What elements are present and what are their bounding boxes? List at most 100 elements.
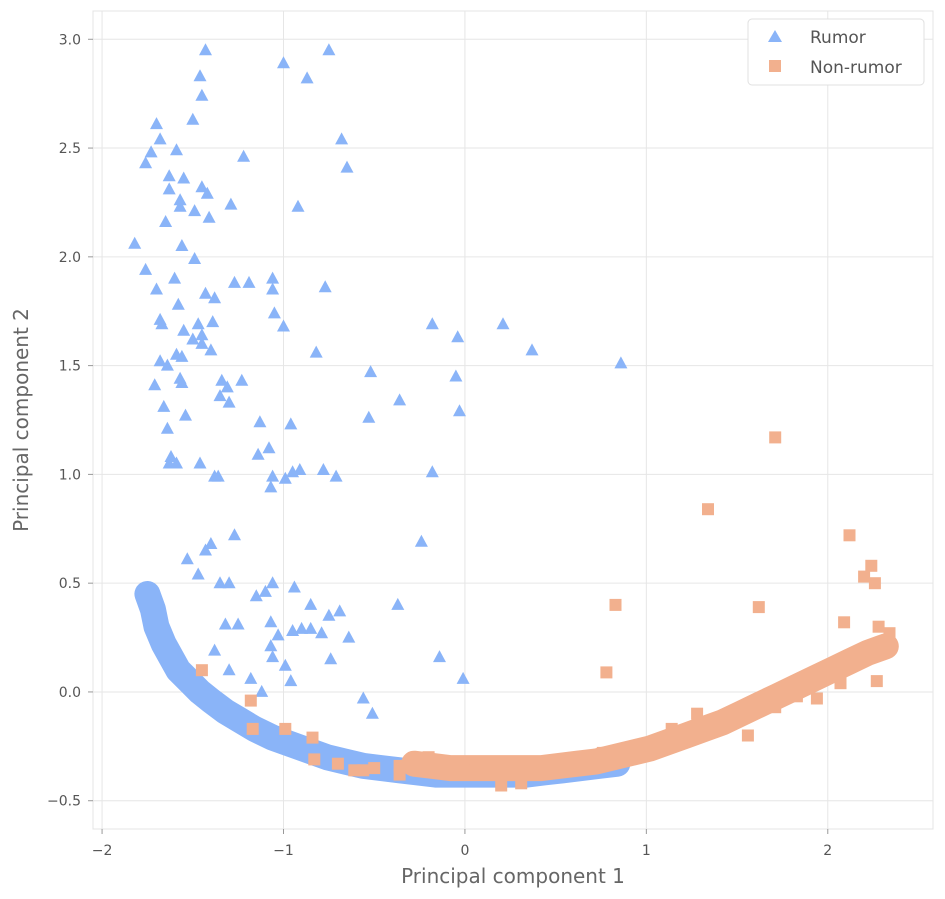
rumor-point	[456, 671, 470, 684]
non-rumor-point	[482, 768, 495, 781]
rumor-point	[453, 404, 466, 417]
rumor-point	[278, 471, 292, 484]
non-rumor-point	[244, 694, 257, 707]
rumor-point	[218, 617, 232, 630]
rumor-point	[199, 543, 212, 556]
x-tick-label: 1	[642, 843, 651, 859]
rumor-point	[206, 315, 220, 328]
x-axis-title: Principal component 1	[401, 864, 625, 888]
rumor-point	[333, 604, 347, 617]
rumor-point	[224, 197, 238, 210]
y-tick-label: 1.0	[59, 467, 81, 483]
non-rumor-point	[279, 722, 292, 735]
rumor-point	[179, 408, 192, 421]
rumor-point	[175, 239, 189, 251]
rumor-point	[195, 180, 209, 193]
rumor-point	[258, 584, 272, 597]
rumor-point	[284, 417, 298, 430]
rumor-point	[237, 149, 251, 162]
non-rumor-point	[368, 762, 381, 775]
rumor-point	[266, 469, 280, 482]
rumor-point	[496, 317, 510, 330]
legend-rumor-marker	[768, 30, 782, 42]
non-rumor-point	[843, 529, 856, 542]
rumor-point	[195, 88, 209, 101]
x-tick-label: 0	[460, 843, 469, 859]
rumor-point	[362, 410, 376, 423]
rumor-point	[208, 643, 222, 656]
rumor-point	[315, 626, 329, 639]
rumor-point	[191, 317, 205, 330]
y-tick-label: 2.0	[59, 250, 81, 266]
rumor-point	[188, 252, 202, 264]
rumor-point	[264, 639, 278, 652]
non-rumor-point	[838, 616, 851, 629]
rumor-point	[213, 576, 227, 589]
non-rumor-point	[246, 722, 259, 735]
rumor-point	[202, 210, 216, 223]
rumor-point	[164, 450, 178, 462]
rumor-point	[316, 463, 330, 475]
y-tick-label: 0.0	[59, 685, 81, 701]
rumor-point	[340, 160, 354, 173]
non-rumor-point	[741, 729, 754, 742]
rumor-point	[271, 628, 285, 641]
non-rumor-point	[707, 725, 720, 738]
rumor-point	[287, 580, 301, 593]
rumor-point	[614, 356, 628, 369]
rumor-point	[262, 441, 276, 454]
rumor-point	[195, 336, 209, 349]
rumor-point	[451, 330, 465, 343]
non-rumor-point	[609, 598, 622, 611]
rumor-point	[425, 465, 439, 478]
rumor-point	[186, 332, 200, 345]
rumor-point	[228, 528, 241, 541]
rumor-point	[391, 597, 405, 610]
non-rumor-point	[769, 701, 782, 714]
rumor-point	[170, 143, 183, 156]
legend-nonrumor-marker	[769, 60, 781, 72]
rumor-point	[309, 345, 323, 358]
non-rumor-point	[769, 431, 782, 444]
non-rumor-point	[642, 738, 655, 751]
non-rumor-point	[531, 766, 544, 779]
x-axis-ticks: −2 −1 0 1 2	[92, 829, 832, 859]
rumor-point	[180, 552, 194, 565]
scatter-points	[128, 43, 896, 792]
non-rumor-point	[560, 762, 573, 775]
rumor-point	[157, 399, 171, 412]
non-rumor-point	[357, 764, 370, 777]
rumor-point	[322, 608, 336, 621]
rumor-point	[186, 112, 200, 125]
rumor-point	[267, 306, 281, 319]
non-rumor-point	[600, 666, 613, 679]
non-rumor-point	[580, 757, 593, 770]
non-rumor-point	[691, 707, 704, 720]
rumor-point	[153, 132, 167, 145]
rumor-point	[200, 186, 214, 199]
rumor-point	[139, 156, 153, 169]
rumor-point	[425, 317, 439, 330]
y-axis-title: Principal component 2	[9, 308, 33, 532]
non-rumor-point	[858, 570, 871, 583]
rumor-point	[188, 204, 202, 217]
rumor-point	[342, 630, 356, 643]
rumor-point	[159, 215, 173, 227]
non-rumor-point	[393, 768, 406, 781]
rumor-point	[433, 650, 446, 663]
rumor-point	[153, 354, 167, 367]
rumor-point	[266, 271, 280, 284]
rumor-point	[171, 297, 185, 310]
rumor-point	[304, 621, 318, 634]
rumor-point	[199, 286, 212, 299]
y-tick-label: −0.5	[47, 794, 81, 810]
rumor-point	[215, 373, 229, 386]
non-rumor-point	[422, 751, 435, 764]
y-tick-label: 3.0	[59, 32, 81, 48]
non-rumor-point	[868, 577, 881, 590]
non-rumor-point	[665, 722, 678, 735]
rumor-point	[449, 369, 463, 382]
rumor-point	[204, 537, 218, 549]
rumor-point	[242, 275, 256, 288]
